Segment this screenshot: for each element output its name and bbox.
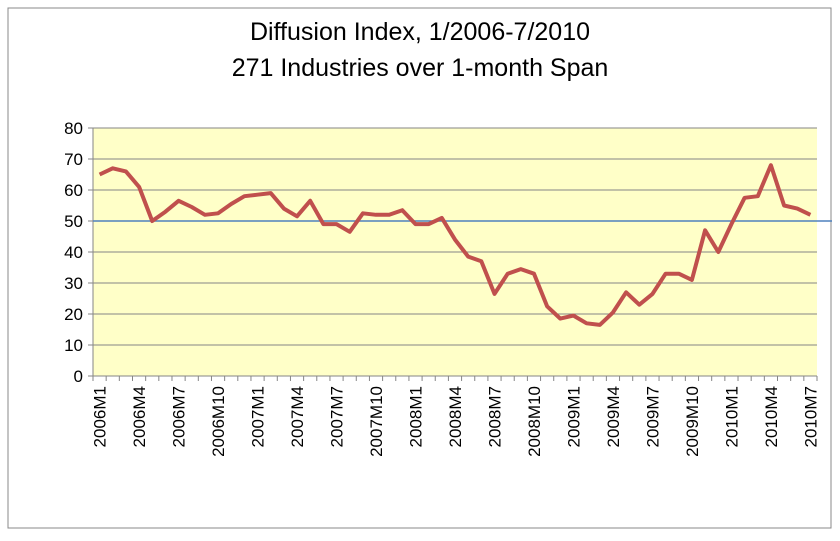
x-tick-label: 2010M4: [762, 386, 781, 447]
y-tick-label: 70: [64, 150, 83, 169]
y-tick-label: 30: [64, 274, 83, 293]
y-tick-label: 20: [64, 305, 83, 324]
x-tick-label: 2009M1: [564, 386, 583, 447]
x-tick-label: 2007M7: [328, 386, 347, 447]
y-tick-label: 0: [74, 367, 83, 386]
x-tick-label: 2006M10: [209, 386, 228, 457]
x-tick-label: 2008M1: [407, 386, 426, 447]
x-tick-label: 2006M4: [130, 386, 149, 447]
x-tick-label: 2008M4: [446, 386, 465, 447]
x-tick-label: 2007M4: [288, 386, 307, 447]
x-tick-label: 2009M10: [683, 386, 702, 457]
y-tick-label: 40: [64, 243, 83, 262]
x-tick-label: 2007M10: [367, 386, 386, 457]
x-tick-label: 2006M1: [91, 386, 110, 447]
y-tick-label: 60: [64, 181, 83, 200]
y-tick-label: 10: [64, 336, 83, 355]
x-tick-label: 2010M1: [722, 386, 741, 447]
x-tick-label: 2009M7: [643, 386, 662, 447]
x-tick-label: 2009M4: [604, 386, 623, 447]
x-tick-label: 2007M1: [249, 386, 268, 447]
chart-subtitle: 271 Industries over 1-month Span: [232, 54, 609, 82]
chart-title: Diffusion Index, 1/2006-7/2010: [250, 18, 590, 46]
x-tick-label: 2008M10: [525, 386, 544, 457]
x-tick-label: 2008M7: [485, 386, 504, 447]
data-line: [98, 163, 812, 327]
x-tick-label: 2006M7: [170, 386, 189, 447]
x-tick-label: 2010M7: [801, 386, 820, 447]
y-tick-label: 80: [64, 119, 83, 138]
y-tick-label: 50: [64, 212, 83, 231]
